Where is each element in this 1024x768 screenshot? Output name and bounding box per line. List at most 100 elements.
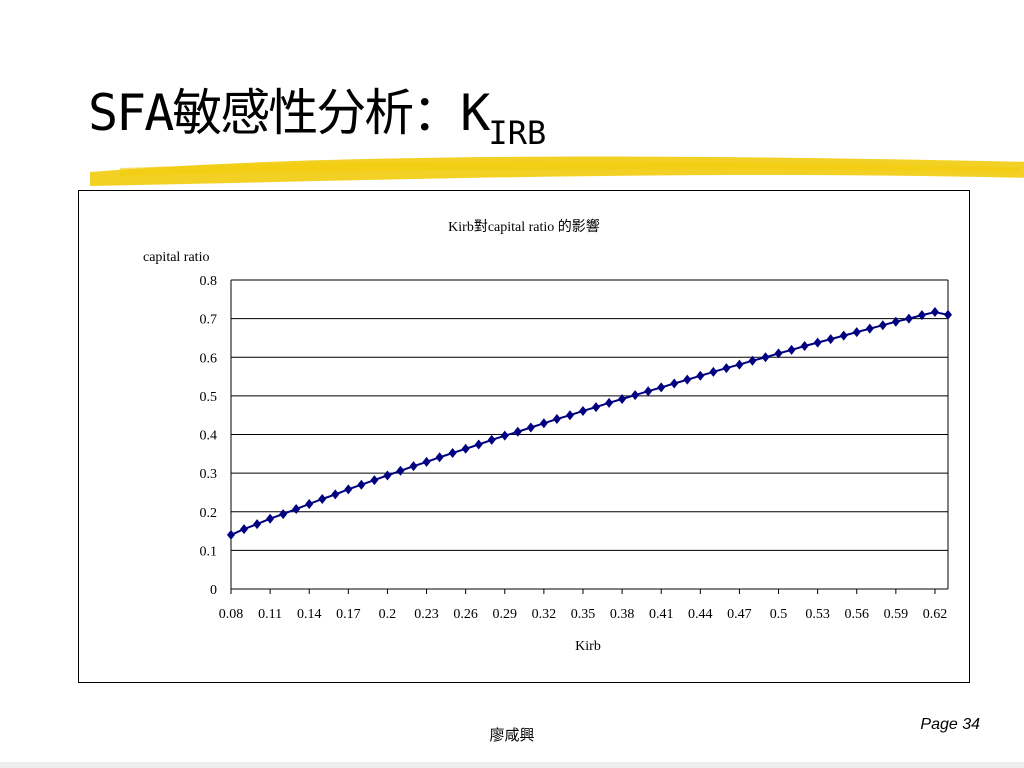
data-point-marker bbox=[448, 448, 457, 459]
x-tick-label: 0.32 bbox=[532, 607, 557, 622]
data-series bbox=[227, 307, 952, 540]
data-point-marker bbox=[865, 323, 874, 334]
x-tick-label: 0.23 bbox=[414, 607, 439, 622]
data-point-marker bbox=[709, 366, 718, 377]
data-point-marker bbox=[852, 327, 861, 338]
data-point-marker bbox=[253, 519, 262, 530]
data-point-marker bbox=[279, 509, 288, 520]
data-point-marker bbox=[461, 443, 470, 454]
y-tick-labels: 0 0.1 0.2 0.3 0.4 0.5 0.6 0.7 0.8 bbox=[200, 274, 218, 598]
y-tick-label: 0.6 bbox=[200, 351, 218, 366]
x-tick-label: 0.53 bbox=[805, 607, 830, 622]
x-tick-label: 0.26 bbox=[453, 607, 478, 622]
series-line bbox=[230, 311, 949, 536]
y-tick-label: 0.8 bbox=[200, 274, 218, 289]
y-tick-label: 0.2 bbox=[200, 506, 218, 521]
data-point-marker bbox=[748, 355, 757, 366]
data-point-marker bbox=[227, 529, 235, 540]
x-tick-label: 0.17 bbox=[336, 607, 361, 622]
data-point-marker bbox=[435, 452, 444, 463]
title-highlight-stroke bbox=[90, 156, 1024, 186]
x-axis-label: Kirb bbox=[575, 639, 601, 654]
x-tick-label: 0.2 bbox=[379, 607, 397, 622]
data-point-marker bbox=[826, 334, 835, 345]
data-point-marker bbox=[526, 422, 535, 433]
data-point-marker bbox=[539, 418, 548, 429]
data-point-marker bbox=[696, 370, 705, 381]
data-point-marker bbox=[683, 374, 692, 385]
line-chart: Kirb對capital ratio 的影響 capital ratio Kir… bbox=[143, 218, 952, 654]
data-point-marker bbox=[344, 484, 353, 495]
bottom-bar bbox=[0, 762, 1024, 768]
data-point-marker bbox=[357, 479, 366, 490]
data-point-marker bbox=[735, 359, 744, 370]
data-point-marker bbox=[370, 475, 379, 486]
x-tick-label: 0.29 bbox=[493, 607, 518, 622]
slide-title-main: SFA敏感性分析：K bbox=[88, 84, 490, 142]
chart-title: Kirb對capital ratio 的影響 bbox=[448, 218, 600, 235]
data-point-marker bbox=[670, 378, 679, 389]
data-point-marker bbox=[383, 470, 392, 481]
data-point-marker bbox=[592, 402, 601, 413]
data-point-marker bbox=[774, 348, 783, 359]
data-point-marker bbox=[396, 465, 405, 476]
data-point-marker bbox=[944, 309, 952, 320]
data-point-marker bbox=[240, 524, 249, 535]
data-point-marker bbox=[839, 330, 848, 341]
x-tick-label: 0.59 bbox=[884, 607, 909, 622]
data-point-marker bbox=[318, 494, 327, 505]
y-tick-label: 0.1 bbox=[200, 544, 218, 559]
data-point-marker bbox=[917, 310, 926, 321]
x-tick-label: 0.44 bbox=[688, 607, 713, 622]
data-point-marker bbox=[891, 316, 900, 327]
y-tick-label: 0.7 bbox=[200, 313, 218, 328]
data-point-marker bbox=[761, 352, 770, 363]
x-tick-label: 0.08 bbox=[219, 607, 244, 622]
data-point-marker bbox=[930, 307, 939, 318]
data-point-marker bbox=[787, 344, 796, 355]
data-point-marker bbox=[266, 513, 275, 524]
data-point-marker bbox=[487, 434, 496, 445]
x-tick-label: 0.62 bbox=[923, 607, 948, 622]
x-tick-label: 0.41 bbox=[649, 607, 674, 622]
data-point-marker bbox=[565, 410, 574, 421]
data-point-marker bbox=[552, 414, 561, 425]
y-tick-label: 0.5 bbox=[200, 390, 218, 405]
slide-title: SFA敏感性分析：KIRB bbox=[88, 88, 546, 149]
data-point-marker bbox=[657, 382, 666, 393]
x-tick-label: 0.56 bbox=[844, 607, 869, 622]
slide-title-subscript: IRB bbox=[488, 114, 547, 152]
data-point-marker bbox=[631, 390, 640, 401]
page-number: Page 34 bbox=[920, 716, 980, 733]
x-tick-label: 0.14 bbox=[297, 607, 322, 622]
y-tick-label: 0.3 bbox=[200, 467, 218, 482]
x-tick-labels: 0.08 0.11 0.14 0.17 0.2 0.23 0.26 0.29 0.32 0.35 0… bbox=[219, 589, 947, 622]
data-point-marker bbox=[409, 461, 418, 472]
x-tick-label: 0.5 bbox=[770, 607, 788, 622]
x-tick-label: 0.35 bbox=[571, 607, 596, 622]
y-tick-label: 0 bbox=[210, 583, 217, 598]
data-point-marker bbox=[513, 426, 522, 437]
chart-frame: Kirb對capital ratio 的影響 capital ratio Kir… bbox=[78, 190, 970, 683]
data-point-marker bbox=[618, 393, 627, 404]
data-point-marker bbox=[578, 405, 587, 416]
data-point-marker bbox=[904, 313, 913, 324]
data-point-marker bbox=[305, 499, 314, 510]
x-tick-label: 0.38 bbox=[610, 607, 635, 622]
data-point-marker bbox=[474, 439, 483, 450]
y-tick-label: 0.4 bbox=[200, 429, 218, 444]
data-point-marker bbox=[644, 386, 653, 397]
data-point-marker bbox=[292, 504, 301, 515]
data-point-marker bbox=[605, 397, 614, 408]
footer-author: 廖咸興 bbox=[489, 726, 535, 744]
data-point-marker bbox=[800, 341, 809, 352]
data-point-marker bbox=[331, 489, 340, 500]
data-point-marker bbox=[722, 363, 731, 374]
gridlines bbox=[231, 279, 948, 551]
data-point-marker bbox=[500, 430, 509, 441]
data-point-marker bbox=[878, 320, 887, 331]
x-tick-label: 0.47 bbox=[727, 607, 752, 622]
data-point-marker bbox=[422, 456, 431, 467]
x-tick-label: 0.11 bbox=[258, 607, 282, 622]
y-axis-label: capital ratio bbox=[143, 250, 209, 265]
